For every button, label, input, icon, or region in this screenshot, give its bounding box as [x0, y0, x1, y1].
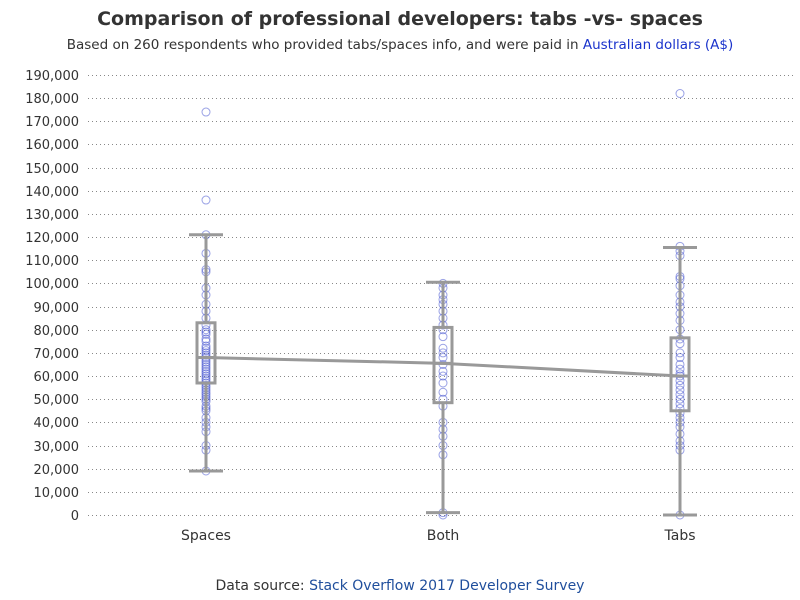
data-point	[438, 343, 448, 353]
data-point	[201, 371, 211, 381]
source-link[interactable]: Stack Overflow 2017 Developer Survey	[309, 578, 585, 594]
chart-title: Comparison of professional developers: t…	[97, 8, 703, 30]
y-tick-label: 180,000	[25, 92, 79, 107]
y-tick-label: 190,000	[25, 69, 79, 84]
data-point	[438, 378, 448, 388]
data-point	[201, 359, 211, 369]
data-point	[201, 362, 211, 372]
x-category-label: Both	[427, 528, 460, 544]
y-tick-label: 80,000	[34, 324, 80, 339]
data-point	[201, 329, 211, 339]
y-tick-label: 130,000	[25, 208, 79, 223]
data-point	[675, 369, 685, 379]
x-category-label: Tabs	[664, 528, 696, 544]
subtitle-text: Based on 260 respondents who provided ta…	[66, 37, 579, 53]
data-point	[201, 195, 211, 205]
y-tick-label: 110,000	[25, 254, 79, 269]
data-point	[675, 394, 685, 404]
y-tick-label: 100,000	[25, 277, 79, 292]
subtitle-currency-link[interactable]: Australian dollars (A$)	[582, 37, 734, 53]
y-tick-label: 30,000	[34, 440, 80, 455]
y-tick-label: 170,000	[25, 115, 79, 130]
x-category-label: Spaces	[181, 528, 231, 544]
data-point	[201, 343, 211, 353]
data-point	[438, 353, 448, 363]
y-tick-label: 140,000	[25, 185, 79, 200]
data-point	[675, 390, 685, 400]
y-tick-label: 90,000	[34, 301, 80, 316]
x-axis-category-labels: Spaces Both Tabs	[181, 528, 695, 544]
data-point	[201, 364, 211, 374]
data-point	[675, 399, 685, 409]
data-point	[438, 332, 448, 342]
data-point	[675, 348, 685, 358]
data-point	[675, 359, 685, 369]
data-point	[201, 366, 211, 376]
boxes	[189, 233, 697, 517]
data-point	[201, 346, 211, 356]
data-point	[201, 336, 211, 346]
data-point	[675, 353, 685, 363]
data-point	[201, 327, 211, 337]
data-point	[201, 325, 211, 335]
y-tick-label: 10,000	[34, 486, 80, 501]
y-axis-tick-labels: 0 10,000 20,000 30,000 40,000 50,000 60,000 70,…	[25, 69, 79, 524]
y-tick-label: 120,000	[25, 231, 79, 246]
data-source: Data source: Stack Overflow 2017 Develop…	[0, 578, 800, 594]
data-point	[438, 366, 448, 376]
data-point	[201, 341, 211, 351]
data-point	[675, 339, 685, 349]
y-tick-label: 60,000	[34, 370, 80, 385]
data-point	[201, 334, 211, 344]
data-point	[201, 350, 211, 360]
source-label: Data source:	[215, 578, 305, 594]
y-tick-label: 160,000	[25, 138, 79, 153]
data-point	[201, 369, 211, 379]
data-point	[675, 380, 685, 390]
data-point	[201, 355, 211, 365]
data-point	[675, 364, 685, 374]
data-point	[675, 89, 685, 99]
mean-line	[205, 356, 681, 378]
data-point	[201, 107, 211, 117]
y-tick-label: 70,000	[34, 347, 80, 362]
y-tick-label: 50,000	[34, 393, 80, 408]
box-iqr	[195, 321, 217, 385]
data-point	[438, 348, 448, 358]
mean-connect-line	[205, 356, 681, 378]
data-point	[438, 371, 448, 381]
y-tick-label: 150,000	[25, 162, 79, 177]
y-tick-label: 40,000	[34, 416, 80, 431]
y-tick-label: 20,000	[34, 463, 80, 478]
y-tick-label: 0	[71, 509, 79, 524]
chart-subtitle: Based on 260 respondents who provided ta…	[0, 37, 800, 53]
data-point	[438, 387, 448, 397]
data-point	[675, 385, 685, 395]
